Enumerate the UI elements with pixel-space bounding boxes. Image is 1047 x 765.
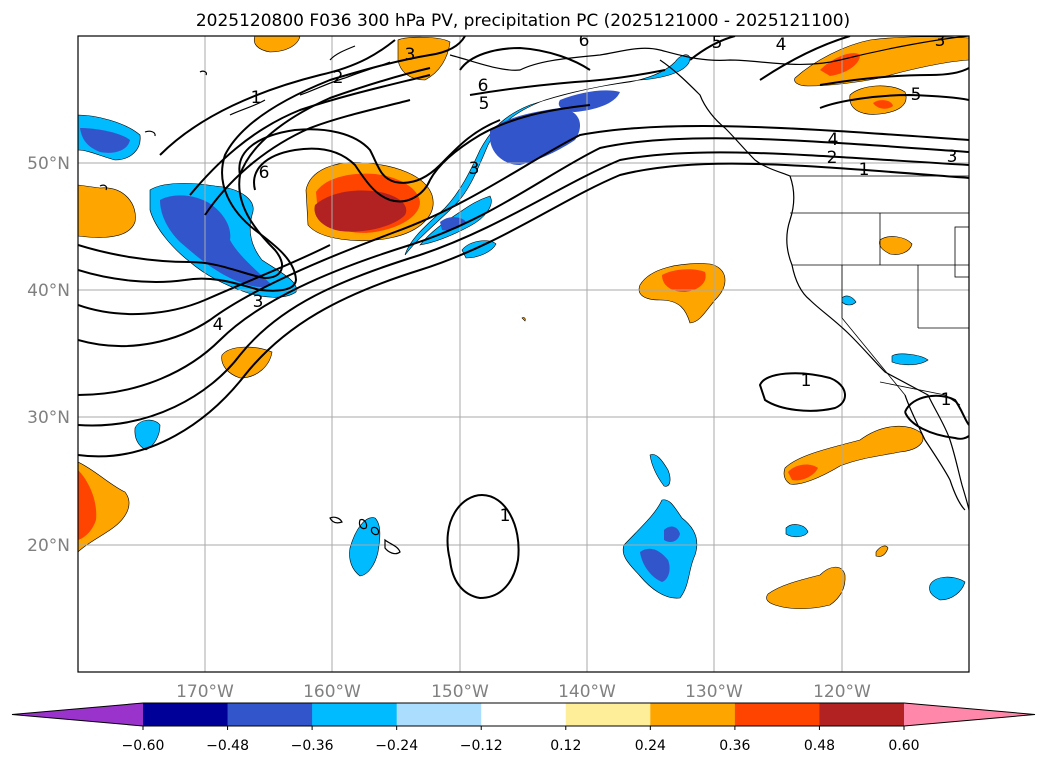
map-frame [77,35,970,673]
colorbar-swatch [481,703,567,726]
lon-label-120w: 120°W [813,682,871,702]
colorbar-extend-high [904,703,1035,726]
contour-label: 3 [947,147,958,167]
contour-label: 3 [935,31,946,51]
contour-label: 6 [259,163,270,183]
negative-precip-shading [78,54,966,601]
colorbar-swatch [312,703,398,726]
contour-label: 5 [479,94,490,114]
colorbar-tick-label: −0.60 [122,738,165,754]
colorbar-tick-label: −0.24 [375,738,418,754]
contour-label: 3 [469,159,480,179]
colorbar-swatch [650,703,736,726]
lon-label-160w: 160°W [303,682,361,702]
contour-label: 6 [478,76,489,96]
colorbar-tick-label: 0.36 [719,738,750,754]
longitude-labels: 170°W 160°W 150°W 140°W 130°W 120°W [176,682,871,702]
contour-label: 3 [253,292,264,312]
graticule [78,36,969,672]
contour-label: 5 [911,85,922,105]
lat-label-20n: 20°N [27,536,70,556]
contour-label: 6 [579,31,590,51]
lat-label-30n: 30°N [27,408,70,428]
colorbar-tick-label: −0.48 [206,738,249,754]
contour-label: 4 [776,35,787,55]
colorbar: −0.60 −0.48 −0.36 −0.24 −0.12 0.12 0.24 0.36 0.4… [11,702,1036,754]
contour-label: 5 [712,33,723,53]
contour-labels: 1 2 3 4 5 6 6 5 4 3 2 1 3 4 5 1 1 1 6 3 … [213,31,958,526]
colorbar-extend-low [12,703,143,726]
contour-label: 4 [828,130,839,150]
contour-label: 3 [405,45,416,65]
colorbar-swatch [734,703,820,726]
colorbar-swatch [565,703,651,726]
contour-label: 2 [827,148,838,168]
lon-label-150w: 150°W [431,682,489,702]
map-area: 1 2 3 4 5 6 6 5 4 3 2 1 3 4 5 1 1 1 6 3 … [78,31,969,672]
lat-label-50n: 50°N [27,154,70,174]
colorbar-tick-label: 0.12 [550,738,581,754]
colorbar-tick-label: 0.48 [804,738,835,754]
lon-label-170w: 170°W [176,682,234,702]
contour-label: 1 [859,160,870,180]
colorbar-swatch [143,703,229,726]
pv-contours [78,36,969,600]
colorbar-tick-label: 0.60 [888,738,919,754]
colorbar-swatch [819,703,905,726]
colorbar-tick-label: 0.24 [635,738,666,754]
colorbar-tick-label: −0.36 [291,738,334,754]
latitude-labels: 50°N 40°N 30°N 20°N [27,154,70,556]
contour-label: 1 [500,506,511,526]
colorbar-tick-label: −0.12 [460,738,503,754]
contour-label: 1 [941,390,952,410]
lon-label-140w: 140°W [558,682,616,702]
contour-label: 2 [333,68,344,88]
colorbar-swatch [396,703,482,726]
contour-label: 1 [801,371,812,391]
lon-label-130w: 130°W [685,682,743,702]
lat-label-40n: 40°N [27,281,70,301]
contour-label: 1 [251,88,262,108]
positive-precip-shading [78,36,969,610]
contour-label: 4 [213,315,224,335]
map-title: 2025120800 F036 300 hPa PV, precipitatio… [196,11,850,31]
colorbar-swatch [227,703,313,726]
